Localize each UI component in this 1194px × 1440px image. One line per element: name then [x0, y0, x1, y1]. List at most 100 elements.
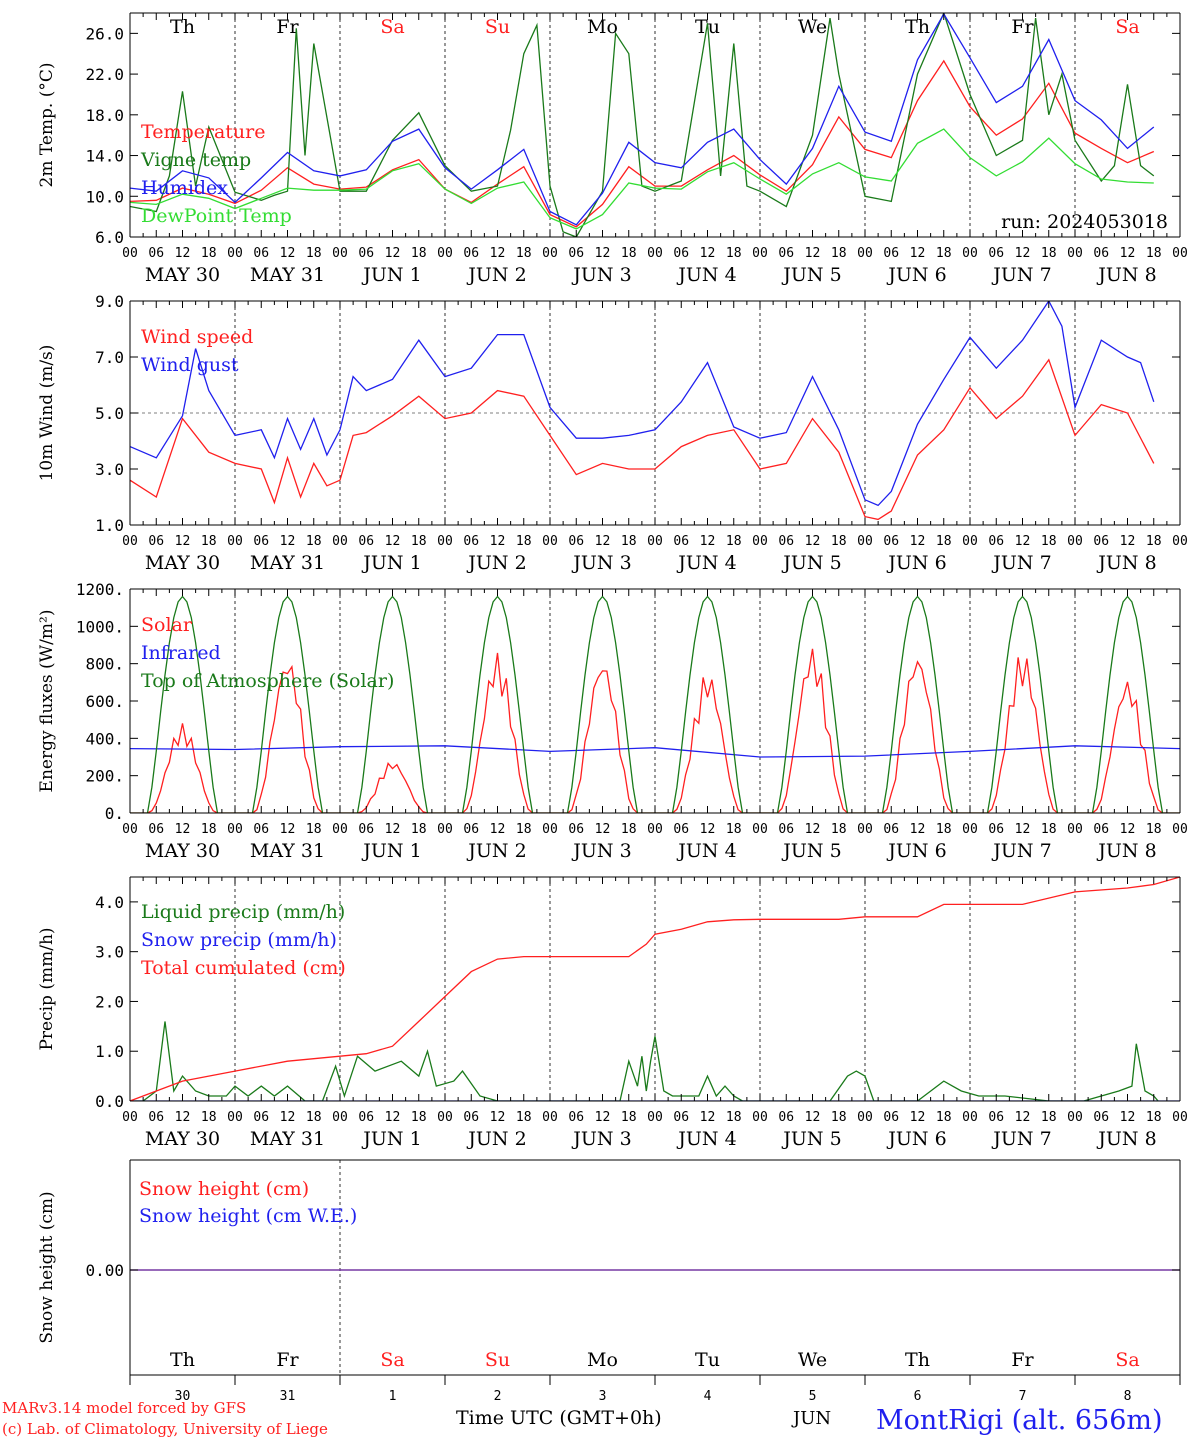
y-tick-label: 1000.	[76, 617, 124, 636]
date-label: MAY 31	[250, 264, 325, 286]
y-axis-label: Snow height (cm)	[37, 1191, 57, 1343]
hour-tick-label: 00	[122, 246, 138, 261]
date-label: JUN 4	[676, 264, 736, 286]
hour-tick-label: 00	[752, 246, 768, 261]
hour-tick-label: 00	[437, 822, 453, 837]
hour-tick-label: 12	[805, 246, 821, 261]
hour-tick-label: 18	[1041, 1110, 1057, 1125]
y-tick-label: 0.0	[95, 1092, 124, 1111]
hour-tick-label: 18	[726, 1110, 742, 1125]
weekday-label-top: Th	[170, 16, 195, 38]
date-label: JUN 1	[361, 840, 421, 862]
legend-entry: DewPoint Temp	[141, 205, 292, 227]
hour-tick-label: 06	[568, 822, 584, 837]
hour-tick-label: 06	[673, 822, 689, 837]
hour-tick-label: 18	[726, 534, 742, 549]
y-tick-label: 0.	[105, 804, 124, 823]
y-tick-label: 18.0	[85, 106, 124, 125]
y-tick-label: 800.	[85, 655, 124, 674]
hour-tick-label: 06	[883, 822, 899, 837]
hour-tick-label: 12	[490, 822, 506, 837]
hour-tick-label: 18	[411, 822, 427, 837]
hour-tick-label: 00	[1172, 1110, 1188, 1125]
date-label: JUN 6	[886, 840, 946, 862]
date-label: JUN 2	[466, 552, 526, 574]
series-liquid-precip-mm-h	[130, 1021, 1159, 1101]
date-label: JUN 4	[676, 552, 736, 574]
hour-tick-label: 18	[831, 534, 847, 549]
hour-tick-label: 06	[1093, 1110, 1109, 1125]
hour-tick-label: 06	[883, 1110, 899, 1125]
hour-tick-label: 00	[122, 534, 138, 549]
date-label: JUN 8	[1096, 1128, 1156, 1150]
hour-tick-label: 06	[253, 1110, 269, 1125]
hour-tick-label: 06	[988, 534, 1004, 549]
hour-tick-label: 18	[1146, 246, 1162, 261]
hour-tick-label: 18	[516, 246, 532, 261]
weekday-label-bottom: Fr	[1011, 1349, 1034, 1371]
weekday-label-bottom: Sa	[380, 1349, 404, 1371]
legend-entry: Humidex	[141, 177, 228, 199]
hour-tick-label: 00	[647, 534, 663, 549]
hour-tick-label: 06	[568, 534, 584, 549]
date-label: MAY 30	[145, 264, 220, 286]
x-axis-label: Time UTC (GMT+0h)	[456, 1407, 662, 1429]
y-tick-label: 3.0	[95, 943, 124, 962]
weekday-label-bottom: Th	[905, 1349, 930, 1371]
hour-tick-label: 00	[1067, 246, 1083, 261]
hour-tick-label: 12	[1120, 1110, 1136, 1125]
hour-tick-label: 12	[595, 534, 611, 549]
weekday-label-top: Sa	[380, 16, 404, 38]
hour-tick-label: 12	[595, 822, 611, 837]
legend-entry: Wind gust	[141, 354, 239, 376]
model-credit: MARv3.14 model forced by GFS	[2, 1399, 246, 1417]
hour-tick-label: 12	[1120, 822, 1136, 837]
day-number: 6	[914, 1389, 922, 1404]
hour-tick-label: 06	[148, 534, 164, 549]
hour-tick-label: 18	[621, 246, 637, 261]
hour-tick-label: 12	[1120, 534, 1136, 549]
y-tick-label: 10.0	[85, 187, 124, 206]
hour-tick-label: 12	[280, 822, 296, 837]
hour-tick-label: 12	[1015, 246, 1031, 261]
hour-tick-label: 06	[463, 246, 479, 261]
legend-entry: Solar	[141, 614, 193, 636]
hour-tick-label: 00	[332, 246, 348, 261]
hour-tick-label: 18	[306, 246, 322, 261]
hour-tick-label: 18	[516, 534, 532, 549]
hour-tick-label: 06	[988, 246, 1004, 261]
series-temperature	[130, 59, 1155, 228]
hour-tick-label: 18	[1146, 1110, 1162, 1125]
hour-tick-label: 18	[201, 534, 217, 549]
hour-tick-label: 12	[910, 534, 926, 549]
hour-tick-label: 18	[1041, 534, 1057, 549]
hour-tick-label: 00	[752, 534, 768, 549]
hour-tick-label: 18	[1041, 822, 1057, 837]
hour-tick-label: 00	[227, 534, 243, 549]
hour-tick-label: 18	[936, 822, 952, 837]
hour-tick-label: 12	[280, 534, 296, 549]
series-infrared	[130, 745, 1180, 758]
legend-entry: Snow height (cm W.E.)	[139, 1205, 357, 1227]
date-label: JUN 7	[991, 1128, 1051, 1150]
date-label: JUN 1	[361, 1128, 421, 1150]
hour-tick-label: 06	[778, 1110, 794, 1125]
hour-tick-label: 18	[516, 822, 532, 837]
hour-tick-label: 12	[490, 1110, 506, 1125]
hour-tick-label: 00	[332, 822, 348, 837]
date-label: JUN 4	[676, 1128, 736, 1150]
hour-tick-label: 06	[148, 1110, 164, 1125]
y-tick-label: 1.0	[95, 1042, 124, 1061]
hour-tick-label: 18	[201, 1110, 217, 1125]
hour-tick-label: 12	[175, 1110, 191, 1125]
month-label: JUN	[791, 1408, 831, 1429]
hour-tick-label: 06	[1093, 822, 1109, 837]
hour-tick-label: 18	[726, 822, 742, 837]
legend-entry: Total cumulated (cm)	[141, 957, 346, 979]
date-label: JUN 5	[781, 1128, 841, 1150]
date-label: JUN 3	[571, 552, 631, 574]
hour-tick-label: 18	[831, 822, 847, 837]
hour-tick-label: 00	[1067, 534, 1083, 549]
hour-tick-label: 00	[122, 1110, 138, 1125]
hour-tick-label: 12	[910, 822, 926, 837]
